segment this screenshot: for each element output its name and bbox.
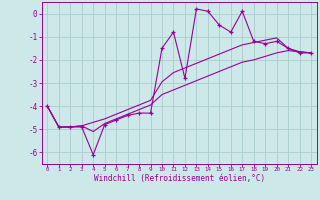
X-axis label: Windchill (Refroidissement éolien,°C): Windchill (Refroidissement éolien,°C) (94, 174, 265, 183)
